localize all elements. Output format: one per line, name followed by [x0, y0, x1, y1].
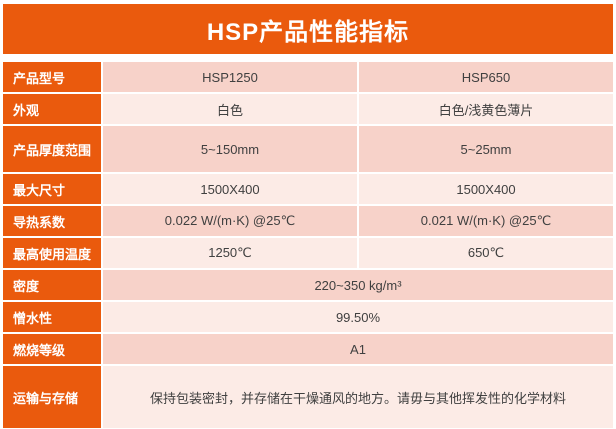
row-label: 密度: [3, 270, 101, 300]
cell-hsp650: 白色/浅黄色薄片: [359, 94, 613, 124]
cell-hsp650: HSP650: [359, 62, 613, 92]
cell-hsp650: 5~25mm: [359, 126, 613, 172]
row-label: 最高使用温度: [3, 238, 101, 268]
table-row-max-size: 最大尺寸 1500X400 1500X400: [3, 174, 613, 204]
cell-hsp1250: 1500X400: [103, 174, 357, 204]
cell-hsp1250: 白色: [103, 94, 357, 124]
cell-hsp1250: HSP1250: [103, 62, 357, 92]
cell-hsp1250: 0.022 W/(m·K) @25℃: [103, 206, 357, 236]
cell-hsp650: 0.021 W/(m·K) @25℃: [359, 206, 613, 236]
row-label: 最大尺寸: [3, 174, 101, 204]
table-row-hydrophobicity: 憎水性 99.50%: [3, 302, 613, 332]
spec-table: 产品型号 HSP1250 HSP650 外观 白色 白色/浅黄色薄片 产品厚度范…: [3, 62, 613, 428]
table-row-product-model: 产品型号 HSP1250 HSP650: [3, 62, 613, 92]
table-row-density: 密度 220~350 kg/m³: [3, 270, 613, 300]
table-row-thermal-conductivity: 导热系数 0.022 W/(m·K) @25℃ 0.021 W/(m·K) @2…: [3, 206, 613, 236]
row-label: 产品厚度范围: [3, 126, 101, 172]
cell-hsp650: 1500X400: [359, 174, 613, 204]
row-label: 运输与存储: [3, 366, 101, 428]
row-label: 导热系数: [3, 206, 101, 236]
cell-hsp650: 650℃: [359, 238, 613, 268]
row-label: 产品型号: [3, 62, 101, 92]
cell-span: 220~350 kg/m³: [103, 270, 613, 300]
table-row-appearance: 外观 白色 白色/浅黄色薄片: [3, 94, 613, 124]
cell-span: 99.50%: [103, 302, 613, 332]
page-title: HSP产品性能指标: [3, 4, 613, 54]
row-label: 外观: [3, 94, 101, 124]
cell-hsp1250: 1250℃: [103, 238, 357, 268]
cell-hsp1250: 5~150mm: [103, 126, 357, 172]
table-row-transport-storage: 运输与存储 保持包装密封，并存储在干燥通风的地方。请毋与其他挥发性的化学材料: [3, 366, 613, 428]
table-row-fire-rating: 燃烧等级 A1: [3, 334, 613, 364]
table-row-max-service-temp: 最高使用温度 1250℃ 650℃: [3, 238, 613, 268]
row-label: 燃烧等级: [3, 334, 101, 364]
row-label: 憎水性: [3, 302, 101, 332]
cell-span: 保持包装密封，并存储在干燥通风的地方。请毋与其他挥发性的化学材料: [103, 366, 613, 428]
table-row-thickness-range: 产品厚度范围 5~150mm 5~25mm: [3, 126, 613, 172]
cell-span: A1: [103, 334, 613, 364]
